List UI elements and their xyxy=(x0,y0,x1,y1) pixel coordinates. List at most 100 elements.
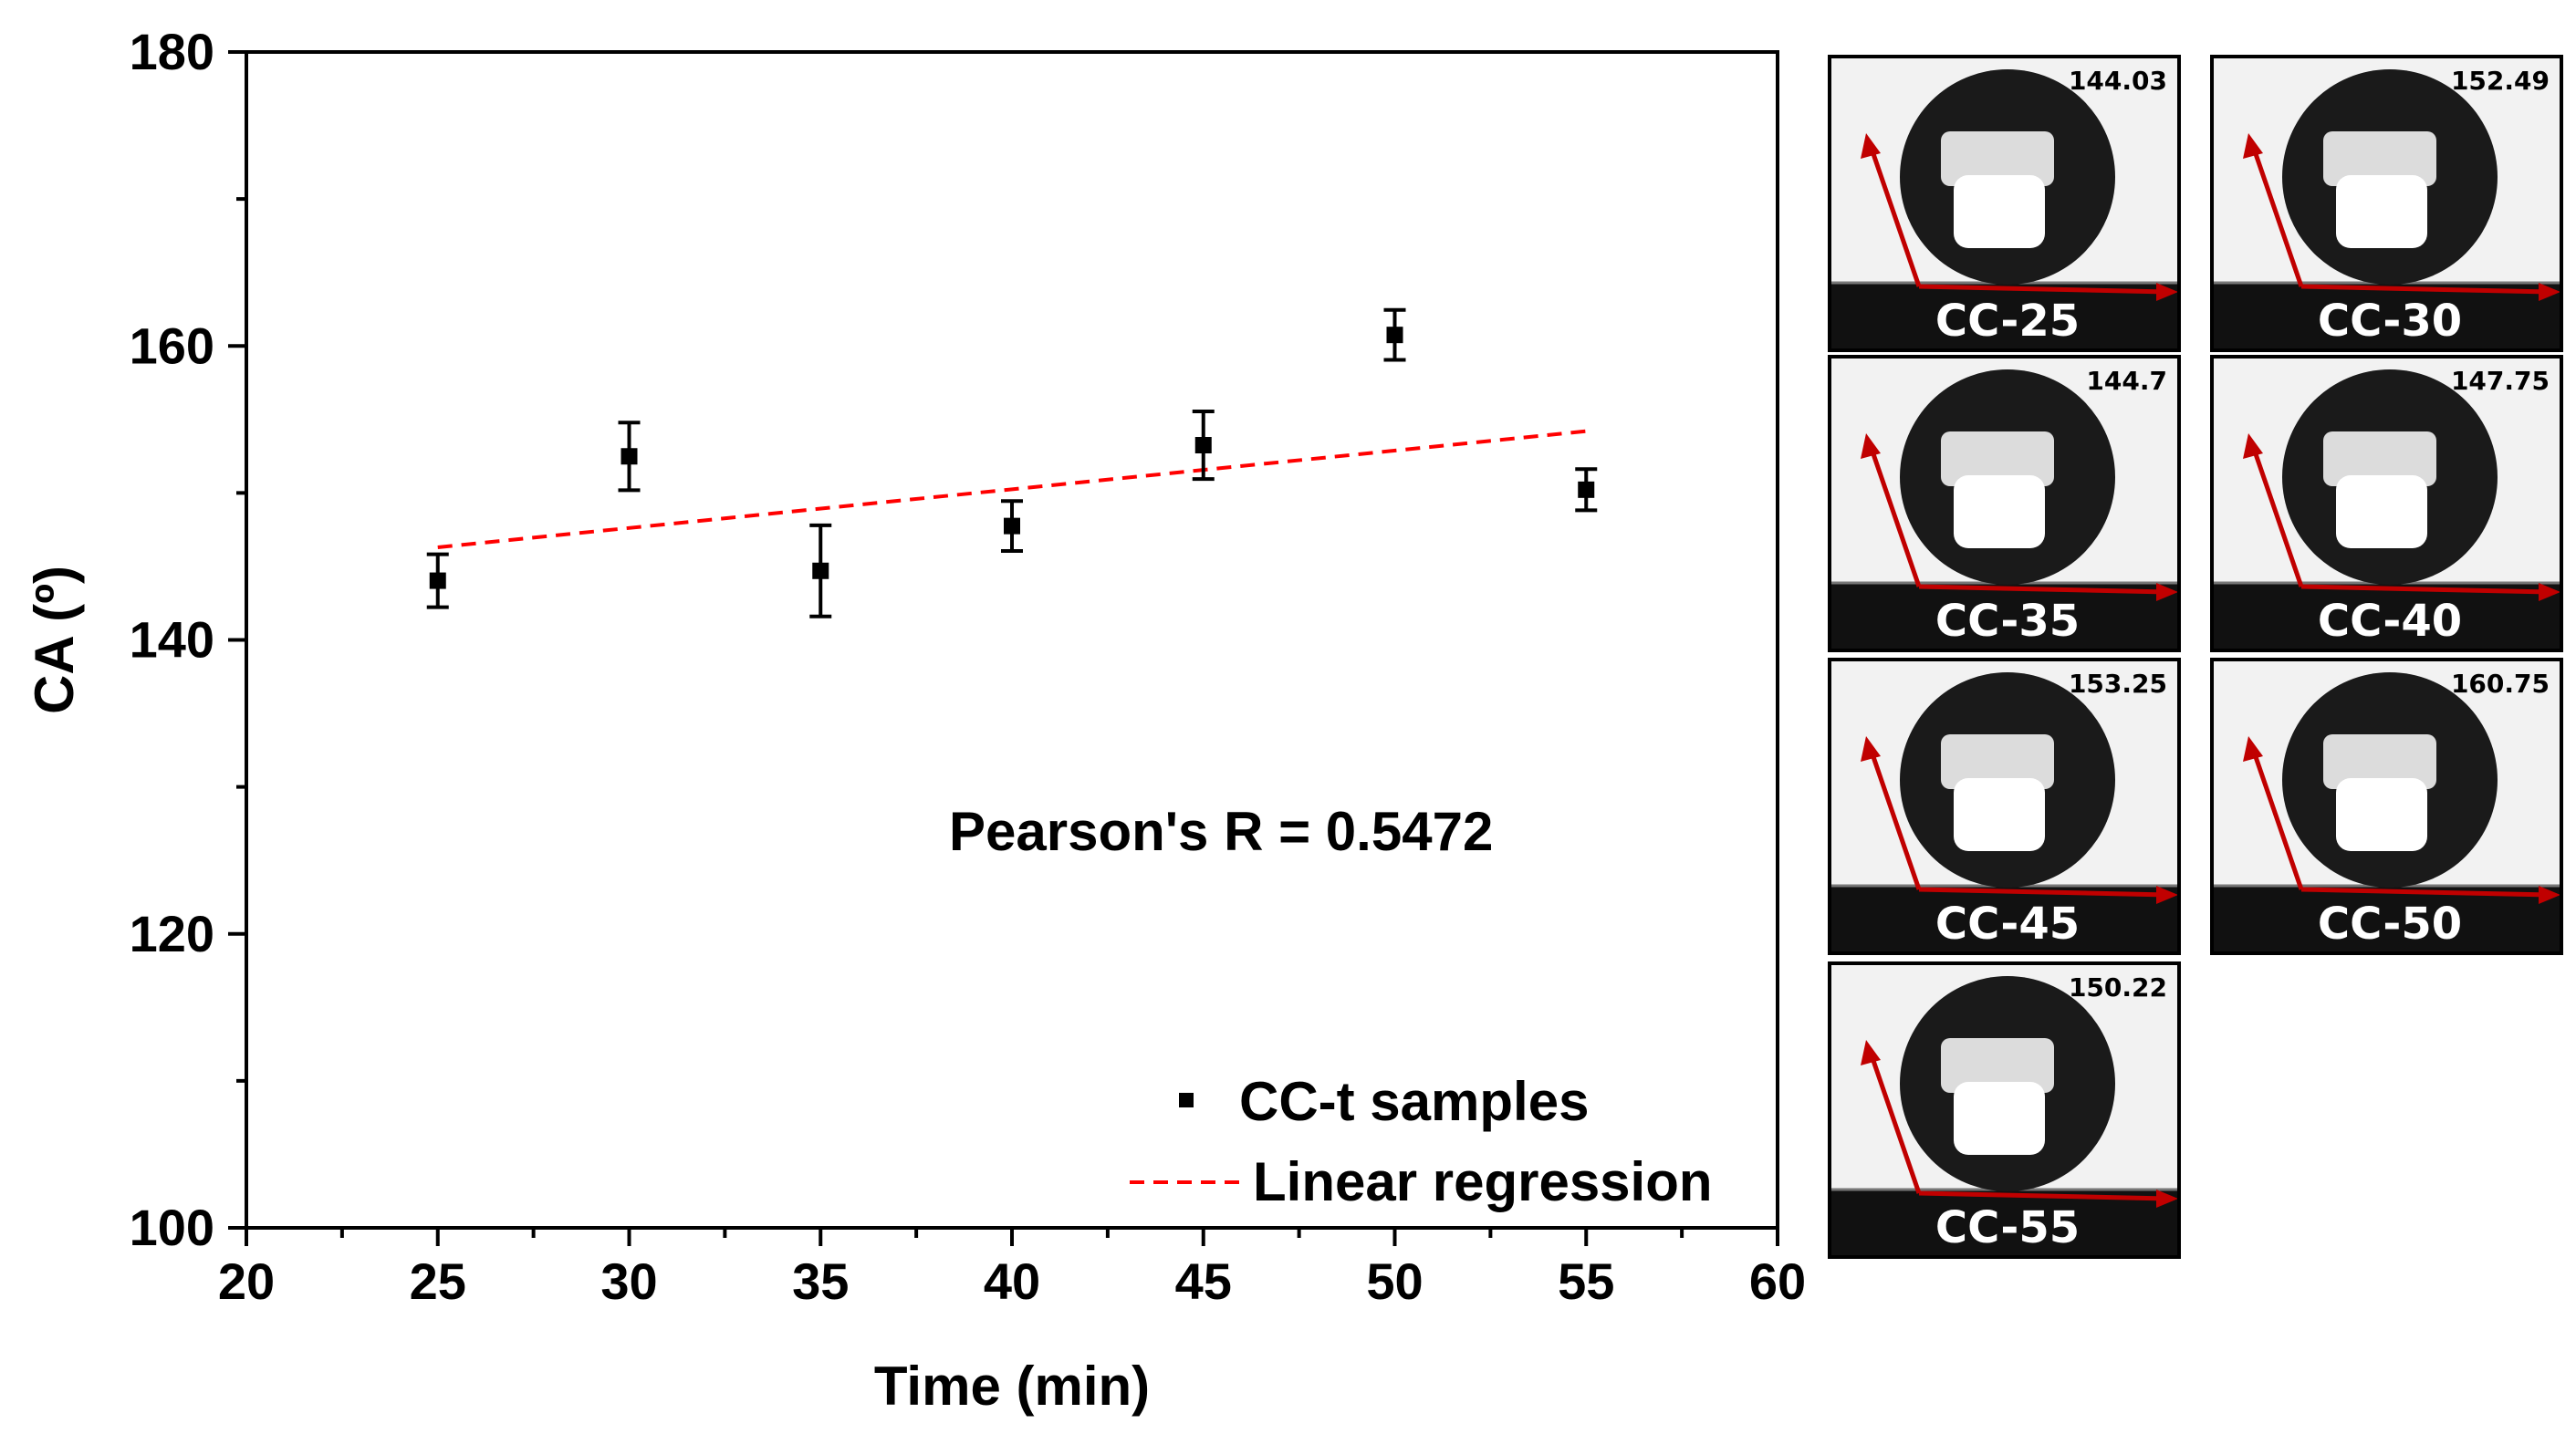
x-tick-label: 40 xyxy=(984,1252,1040,1310)
arrowhead xyxy=(2156,283,2178,301)
arrowhead xyxy=(1861,433,1881,459)
droplet-highlight xyxy=(2323,734,2436,789)
angle-arrow-baseline xyxy=(1918,1190,2168,1201)
y-tick-label: 140 xyxy=(130,611,214,669)
droplet-panel-cc-35: 144.7 CC-35 xyxy=(1828,355,2181,652)
droplet-panel-cc-40: 147.75 CC-40 xyxy=(2210,355,2563,652)
panel-border xyxy=(1828,658,2181,955)
droplet-highlight xyxy=(1941,431,2054,486)
droplet-panels: 144.03 CC-25 152.49 CC-30 144.7 CC-35 147.75 CC… xyxy=(1828,55,2563,1259)
droplet-reflection xyxy=(2336,475,2427,548)
panel-border xyxy=(2210,55,2563,352)
legend-marker-samples xyxy=(1179,1093,1194,1107)
x-axis-title: Time (min) xyxy=(874,1356,1150,1417)
x-tick-label: 45 xyxy=(1175,1252,1232,1310)
panel-label: CC-35 xyxy=(1935,596,2080,647)
legend-label-samples: CC-t samples xyxy=(1239,1071,1589,1132)
panel-label: CC-50 xyxy=(2318,899,2462,950)
arrowhead xyxy=(2156,886,2178,904)
droplet-highlight xyxy=(1941,734,2054,789)
contact-angle-value: 152.49 xyxy=(2451,66,2550,96)
substrate xyxy=(1830,583,2179,650)
arrowhead xyxy=(2243,433,2263,459)
arrowhead xyxy=(1861,133,1881,159)
droplet-panel-cc-30: 152.49 CC-30 xyxy=(2210,55,2563,352)
angle-arrow-baseline xyxy=(2300,284,2550,295)
panel-border xyxy=(1828,961,2181,1259)
legend-label-regression: Linear regression xyxy=(1253,1151,1713,1212)
arrowhead xyxy=(2156,583,2178,601)
droplet-reflection xyxy=(1954,778,2045,851)
y-tick-label: 180 xyxy=(130,23,214,80)
panel-label: CC-25 xyxy=(1935,296,2080,347)
arrowhead xyxy=(2243,133,2263,159)
droplet-highlight xyxy=(1941,1038,2054,1093)
contact-angle-value: 144.7 xyxy=(2086,366,2167,396)
angle-arrow-tangent xyxy=(2250,445,2304,587)
substrate xyxy=(2212,886,2561,953)
data-point xyxy=(1004,517,1020,535)
data-point xyxy=(1386,327,1403,344)
droplet-highlight xyxy=(1941,131,2054,186)
angle-arrow-tangent xyxy=(1868,145,1922,287)
contact-angle-value: 144.03 xyxy=(2069,66,2167,96)
data-point xyxy=(1194,437,1212,454)
x-tick-label: 35 xyxy=(792,1252,849,1310)
arrowhead xyxy=(2156,1190,2178,1208)
panel-border xyxy=(1828,55,2181,352)
angle-arrow-baseline xyxy=(1918,887,2168,898)
substrate xyxy=(2212,283,2561,350)
x-tick-label: 25 xyxy=(410,1252,466,1310)
contact-angle-value: 160.75 xyxy=(2451,669,2550,699)
y-tick-label: 100 xyxy=(130,1199,214,1256)
data-point xyxy=(1578,481,1595,498)
angle-arrow-tangent xyxy=(1868,1052,1922,1194)
angle-arrow-baseline xyxy=(2300,887,2550,898)
droplet-highlight xyxy=(2323,131,2436,186)
contact-angle-value: 153.25 xyxy=(2069,669,2167,699)
panel-label: CC-30 xyxy=(2318,296,2462,347)
y-axis-title: CA (º) xyxy=(24,566,85,714)
x-tick-label: 60 xyxy=(1749,1252,1806,1310)
plot-frame xyxy=(245,50,1779,1230)
pearson-annotation: Pearson's R = 0.5472 xyxy=(949,801,1493,862)
droplet-panel-cc-25: 144.03 CC-25 xyxy=(1828,55,2181,352)
plot-area: 20 25 30 35 40 45 50 55 60 100 120 140 160 180 Time (m… xyxy=(24,23,1806,1417)
data-point xyxy=(621,448,638,465)
data-point xyxy=(429,572,446,589)
substrate xyxy=(1830,283,2179,350)
regression-line xyxy=(437,429,1587,549)
droplet-panel-cc-45: 153.25 CC-45 xyxy=(1828,658,2181,955)
x-tick-label: 50 xyxy=(1366,1252,1423,1310)
droplet-highlight xyxy=(2323,431,2436,486)
angle-arrow-baseline xyxy=(1918,284,2168,295)
substrate xyxy=(1830,886,2179,953)
x-tick-label: 55 xyxy=(1558,1252,1614,1310)
droplet-reflection xyxy=(2336,778,2427,851)
arrowhead xyxy=(2539,886,2560,904)
y-tick-label: 160 xyxy=(130,317,214,374)
panel-label: CC-40 xyxy=(2318,596,2462,647)
data-point xyxy=(812,562,829,579)
substrate xyxy=(1830,1190,2179,1257)
arrowhead xyxy=(2243,736,2263,762)
droplet-panel-cc-55: 150.22 CC-55 xyxy=(1828,961,2181,1259)
angle-arrow-baseline xyxy=(2300,584,2550,595)
x-tick-label: 20 xyxy=(218,1252,275,1310)
x-tick-label: 30 xyxy=(600,1252,657,1310)
panel-label: CC-55 xyxy=(1935,1202,2080,1253)
contact-angle-value: 150.22 xyxy=(2069,972,2167,1003)
arrowhead xyxy=(2539,583,2560,601)
angle-arrow-tangent xyxy=(2250,145,2304,287)
droplet-reflection xyxy=(1954,175,2045,248)
angle-arrow-tangent xyxy=(2250,748,2304,890)
panel-border xyxy=(2210,658,2563,955)
arrowhead xyxy=(1861,736,1881,762)
angle-arrow-tangent xyxy=(1868,748,1922,890)
substrate xyxy=(2212,583,2561,650)
arrowhead xyxy=(2539,283,2560,301)
contact-angle-value: 147.75 xyxy=(2451,366,2550,396)
droplet-panel-cc-50: 160.75 CC-50 xyxy=(2210,658,2563,955)
droplet-reflection xyxy=(1954,475,2045,548)
